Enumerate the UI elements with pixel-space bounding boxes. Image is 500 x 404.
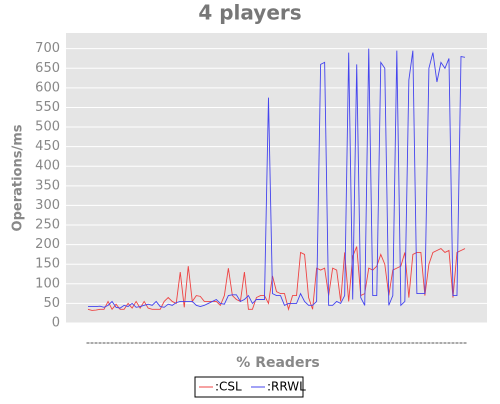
series-line (87, 246, 466, 311)
y-tick-label: 0 (52, 316, 60, 331)
chart-title: 4 players (198, 1, 301, 25)
y-tick-label: 700 (35, 41, 60, 56)
legend-label: :CSL (215, 380, 242, 394)
y-tick-label: 500 (35, 120, 60, 135)
y-tick-label: 100 (35, 276, 60, 291)
y-tick-label: 300 (35, 198, 60, 213)
series-line (88, 48, 466, 309)
y-tick-label: 250 (35, 218, 60, 233)
legend (194, 376, 304, 398)
y-tick-label: 150 (35, 257, 60, 272)
y-tick-label: 50 (43, 296, 60, 311)
y-axis-label: Operations/ms (11, 124, 26, 231)
y-tick-label: 650 (35, 61, 60, 76)
y-tick-label: 550 (35, 100, 60, 115)
y-tick-label: 350 (35, 178, 60, 193)
plot-background (66, 33, 487, 323)
y-tick-label: 450 (35, 139, 60, 154)
legend-label: :RRWL (267, 380, 306, 394)
y-tick-label: 200 (35, 237, 60, 252)
x-axis-label: % Readers (236, 355, 319, 371)
y-tick-label: 600 (35, 80, 60, 95)
y-tick-label: 400 (35, 159, 60, 174)
